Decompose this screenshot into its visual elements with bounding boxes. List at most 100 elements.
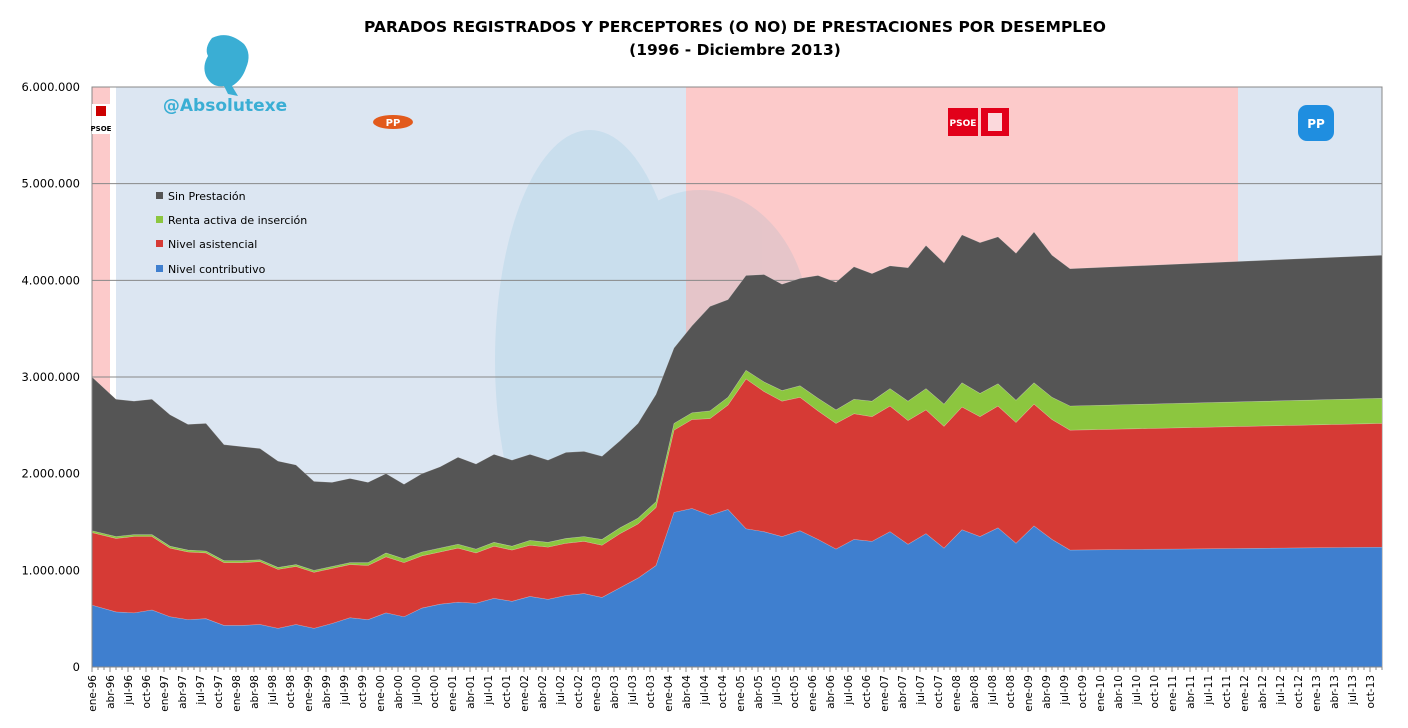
- x-tick-label: jul-05: [771, 675, 783, 706]
- x-tick-label: oct-03: [645, 675, 657, 708]
- psoe-logo-text: PSOE: [91, 125, 112, 133]
- x-tick-label: oct-06: [861, 675, 873, 709]
- x-tick-label: abr-09: [1041, 675, 1053, 709]
- x-tick-label: oct-99: [357, 675, 369, 708]
- x-tick-label: ene-02: [519, 675, 531, 712]
- x-tick-label: ene-10: [1095, 675, 1107, 712]
- absolutexe-logo: @Absolutexe: [163, 35, 287, 116]
- x-tick-label: abr-06: [825, 675, 837, 709]
- x-tick-label: abr-96: [105, 675, 117, 709]
- x-tick-label: abr-03: [609, 675, 621, 709]
- x-tick-label: oct-13: [1365, 675, 1377, 708]
- x-tick-label: oct-04: [717, 675, 729, 709]
- x-tick-label: oct-00: [429, 675, 441, 708]
- chart-title-line1: PARADOS REGISTRADOS Y PERCEPTORES (O NO)…: [364, 18, 1106, 36]
- x-tick-label: ene-13: [1311, 675, 1323, 712]
- x-tick-label: jul-10: [1131, 675, 1143, 706]
- area-sin-prestaci-n: [91, 231, 1383, 571]
- x-tick-label: oct-09: [1077, 675, 1089, 708]
- x-tick-label: jul-11: [1203, 675, 1215, 706]
- x-tick-label: ene-00: [375, 675, 387, 712]
- legend-label-renta-activa: Renta activa de inserción: [168, 214, 307, 227]
- x-tick-label: jul-03: [627, 675, 639, 706]
- y-axis: 0 1.000.000 2.000.000 3.000.000 4.000.000 5.0…: [21, 80, 93, 674]
- x-tick-label: jul-97: [195, 675, 207, 706]
- x-tick-label: oct-01: [501, 675, 513, 708]
- psoe-logo-large: PSOE: [948, 108, 1009, 136]
- x-tick-label: jul-09: [1059, 675, 1071, 706]
- x-tick-label: jul-00: [411, 675, 423, 706]
- pp-logo-text-2: PP: [1307, 117, 1325, 131]
- legend-label-sin-prestacion: Sin Prestación: [168, 190, 246, 203]
- x-tick-label: ene-06: [807, 675, 819, 712]
- x-tick-label: jul-02: [555, 675, 567, 706]
- x-tick-label: jul-08: [987, 675, 999, 706]
- area-nivel-asistencial: [91, 378, 1383, 629]
- x-tick-label: abr-05: [753, 675, 765, 709]
- legend-swatch-sin-prestacion: [156, 192, 163, 199]
- x-tick-label: abr-10: [1113, 675, 1125, 709]
- x-tick-label: ene-11: [1167, 675, 1179, 712]
- x-tick-label: ene-05: [735, 675, 747, 712]
- legend: Sin Prestación Renta activa de inserción…: [156, 190, 307, 276]
- x-tick-label: abr-04: [681, 675, 693, 709]
- x-tick-label: oct-12: [1293, 675, 1305, 708]
- chart-title-line2: (1996 - Diciembre 2013): [629, 41, 841, 59]
- pp-logo-2: PP: [1298, 105, 1334, 141]
- psoe-logo-small: PSOE: [91, 104, 112, 134]
- x-tick-label: ene-01: [447, 675, 459, 712]
- x-tick-label: jul-06: [843, 675, 855, 706]
- x-tick-label: ene-07: [879, 675, 891, 712]
- x-tick-label: abr-13: [1329, 675, 1341, 709]
- legend-label-nivel-asistencial: Nivel asistencial: [168, 238, 257, 251]
- griffin-icon: [204, 35, 249, 96]
- x-tick-label: jul-12: [1275, 675, 1287, 706]
- y-tick-label: 5.000.000: [21, 177, 80, 191]
- psoe-logo-text-large: PSOE: [950, 119, 977, 129]
- x-tick-label: ene-09: [1023, 675, 1035, 712]
- x-tick-label: abr-12: [1257, 675, 1269, 709]
- x-tick-label: jul-98: [267, 675, 279, 706]
- x-tick-label: oct-97: [213, 675, 225, 708]
- legend-label-nivel-contributivo: Nivel contributivo: [168, 263, 266, 276]
- x-tick-label: ene-04: [663, 675, 675, 712]
- x-tick-label: jul-04: [699, 675, 711, 706]
- y-tick-label: 3.000.000: [21, 370, 80, 384]
- y-tick-label: 1.000.000: [21, 563, 80, 577]
- x-tick-label: abr-08: [969, 675, 981, 709]
- x-tick-label: jul-99: [339, 675, 351, 706]
- x-tick-label: abr-11: [1185, 675, 1197, 709]
- x-tick-label: abr-98: [249, 675, 261, 709]
- x-tick-label: ene-08: [951, 675, 963, 712]
- x-tick-label: oct-96: [141, 675, 153, 709]
- x-tick-label: abr-97: [177, 675, 189, 709]
- pp-logo-1: PP: [373, 115, 413, 129]
- x-tick-label: oct-07: [933, 675, 945, 708]
- x-tick-label: jul-01: [483, 675, 495, 706]
- x-axis: ene-96 abr-96 jul-96 oct-96 ene-97 abr-97 jul-…: [87, 666, 1383, 712]
- x-tick-label: oct-05: [789, 675, 801, 708]
- stacked-areas: [91, 231, 1383, 668]
- x-tick-label: oct-02: [573, 675, 585, 708]
- x-tick-label: jul-13: [1347, 675, 1359, 706]
- area-renta-activa-de-inserci-n: [91, 369, 1383, 573]
- legend-swatch-nivel-asistencial: [156, 240, 163, 247]
- x-tick-label: oct-08: [1005, 675, 1017, 708]
- y-tick-label: 4.000.000: [21, 273, 80, 287]
- y-tick-label: 6.000.000: [21, 80, 80, 94]
- x-tick-label: jul-07: [915, 675, 927, 706]
- pp-logo-text-1: PP: [386, 118, 401, 129]
- x-tick-label: oct-11: [1221, 675, 1233, 708]
- x-tick-label: ene-96: [87, 675, 99, 712]
- x-tick-label: abr-99: [321, 675, 333, 709]
- x-tick-label: ene-12: [1239, 675, 1251, 712]
- x-tick-label: jul-96: [123, 675, 135, 706]
- y-tick-label: 2.000.000: [21, 467, 80, 481]
- x-tick-label: ene-97: [159, 675, 171, 712]
- x-tick-label: abr-07: [897, 675, 909, 709]
- absolutexe-handle: @Absolutexe: [163, 96, 287, 116]
- x-tick-label: ene-03: [591, 675, 603, 712]
- legend-swatch-nivel-contributivo: [156, 265, 163, 272]
- x-tick-label: oct-10: [1149, 675, 1161, 708]
